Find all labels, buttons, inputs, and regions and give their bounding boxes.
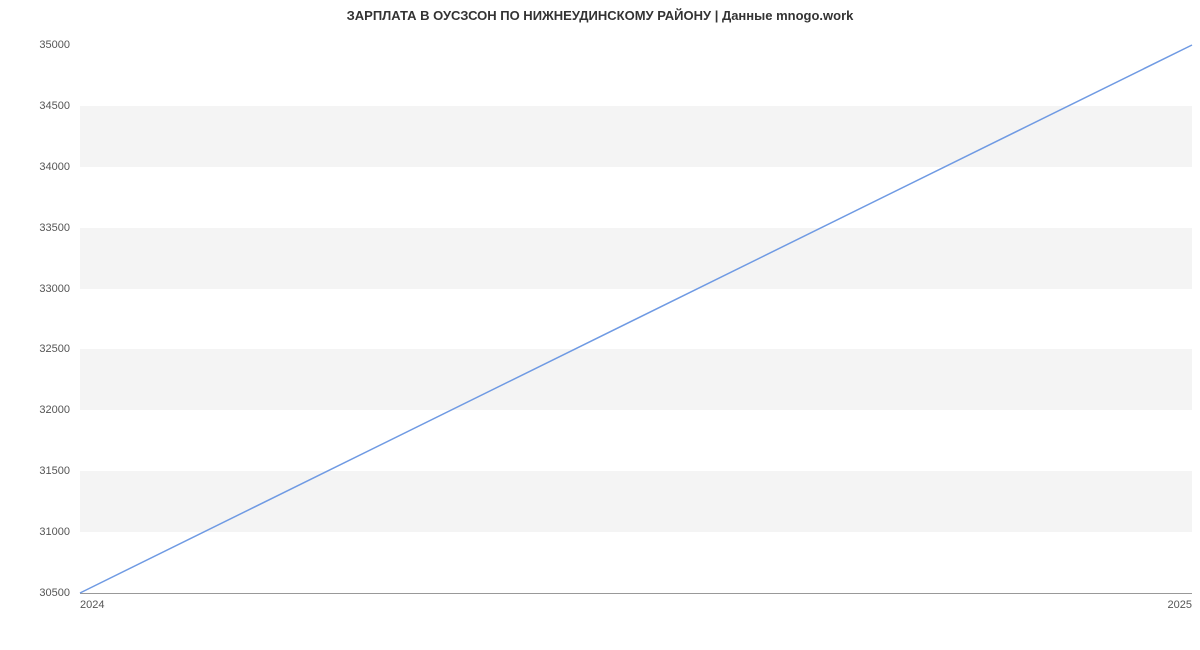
chart-svg	[80, 45, 1192, 593]
y-tick-label: 32000	[0, 404, 70, 416]
y-tick-label: 34500	[0, 100, 70, 112]
chart-title: ЗАРПЛАТА В ОУСЗСОН ПО НИЖНЕУДИНСКОМУ РАЙ…	[0, 8, 1200, 23]
y-tick-label: 30500	[0, 587, 70, 599]
x-tick-label: 2025	[1132, 599, 1192, 611]
x-tick-label: 2024	[80, 599, 140, 611]
y-tick-label: 33500	[0, 222, 70, 234]
plot-area	[80, 45, 1192, 594]
y-tick-label: 32500	[0, 343, 70, 355]
y-tick-label: 35000	[0, 39, 70, 51]
y-tick-label: 31000	[0, 526, 70, 538]
y-tick-label: 31500	[0, 465, 70, 477]
salary-line-chart: ЗАРПЛАТА В ОУСЗСОН ПО НИЖНЕУДИНСКОМУ РАЙ…	[0, 0, 1200, 650]
series-line	[80, 45, 1192, 593]
y-tick-label: 34000	[0, 161, 70, 173]
y-tick-label: 33000	[0, 283, 70, 295]
